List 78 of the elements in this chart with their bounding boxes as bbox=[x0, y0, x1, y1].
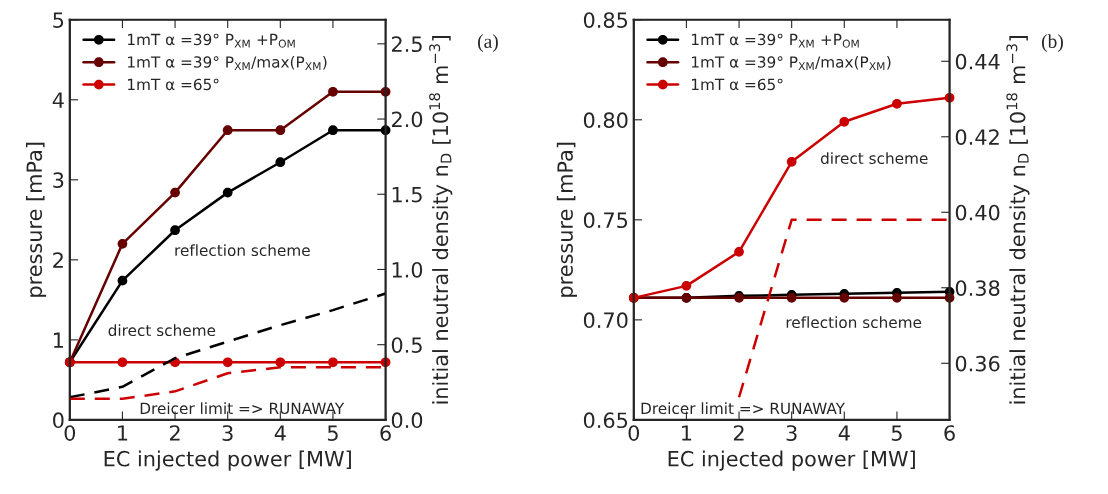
x-tick-label: 0 bbox=[64, 425, 76, 441]
x-tick-label: 5 bbox=[327, 425, 338, 441]
point bbox=[170, 187, 180, 198]
point bbox=[328, 125, 338, 136]
annotation: direct scheme bbox=[820, 152, 928, 165]
y2-tick-label: 0.38 bbox=[955, 280, 1000, 296]
y2-axis-title: initial neutral density n$_{D}$ [10$^{18}$ m$^{−3}$] bbox=[429, 36, 453, 404]
y2-tick-label: 0.36 bbox=[955, 355, 1000, 372]
x-tick-label: 1 bbox=[682, 425, 692, 441]
y2-tick-label: 0.0 bbox=[391, 412, 423, 429]
y2-axis-title: initial neutral density n$_{D}$ [10$^{18}$ m$^{−3}$] bbox=[1006, 36, 1030, 404]
y2-tick-label: 0.42 bbox=[955, 129, 999, 145]
x-tick-label: 4 bbox=[838, 425, 850, 441]
point bbox=[275, 357, 286, 368]
y-tick-label: 3 bbox=[53, 172, 64, 189]
y2-tick-label: 0.40 bbox=[955, 204, 1000, 221]
legend-label: 1mT α =65° bbox=[128, 78, 219, 91]
x-tick-label: 2 bbox=[169, 425, 180, 441]
x-axis-title: EC injected power [MW] bbox=[668, 450, 915, 471]
y-tick-label: 0.75 bbox=[583, 212, 628, 229]
x-tick-label: 0 bbox=[628, 425, 640, 441]
x-tick-label: 6 bbox=[380, 425, 391, 441]
point bbox=[892, 98, 902, 109]
x-tick-label: 3 bbox=[786, 425, 797, 441]
point bbox=[839, 116, 850, 127]
text: (a) bbox=[478, 34, 498, 52]
legend-label: 1mT α =39° P$_{XM}$ +P$_{OM}$ bbox=[691, 33, 859, 48]
point bbox=[734, 246, 744, 257]
y-axis-title: pressure [mPa] bbox=[25, 142, 47, 297]
text: (b) bbox=[1041, 34, 1063, 52]
point bbox=[681, 280, 692, 291]
y-tick-label: 0.85 bbox=[583, 12, 628, 28]
x-tick-label: 2 bbox=[733, 425, 744, 441]
point bbox=[117, 357, 128, 368]
annotation: reflection scheme bbox=[175, 244, 310, 257]
x-axis-title: EC injected power [MW] bbox=[104, 450, 351, 471]
legend-label: 1mT α =39° P$_{XM}$/max(P$_{XM}$) bbox=[691, 55, 891, 71]
point bbox=[328, 357, 338, 368]
y2-tick-label: 0.44 bbox=[955, 53, 1000, 70]
point bbox=[275, 157, 286, 168]
x-tick-label: 6 bbox=[944, 425, 955, 441]
y-tick-label: 0.65 bbox=[583, 412, 628, 429]
legend-label: 1mT α =39° P$_{XM}$ +P$_{OM}$ bbox=[128, 33, 295, 48]
y-tick-label: 5 bbox=[53, 12, 64, 28]
x-tick-label: 5 bbox=[891, 425, 902, 441]
y2-tick-label: 1.0 bbox=[392, 261, 423, 278]
y2-tick-label: 2.0 bbox=[391, 111, 423, 128]
annotation: reflection scheme bbox=[786, 316, 922, 329]
point bbox=[275, 125, 286, 136]
point bbox=[786, 156, 797, 167]
legend-label: 1mT α =39° P$_{XM}$/max(P$_{XM}$) bbox=[128, 55, 327, 71]
y-tick-label: 1 bbox=[53, 332, 64, 348]
point bbox=[222, 187, 233, 198]
point bbox=[222, 357, 233, 368]
x-tick-label: 4 bbox=[274, 425, 286, 441]
y-tick-label: 0 bbox=[53, 412, 64, 429]
y-axis-title: pressure [mPa] bbox=[556, 142, 577, 297]
point bbox=[222, 125, 233, 136]
point bbox=[170, 225, 180, 236]
point bbox=[117, 275, 128, 286]
legend-label: 1mT α =65° bbox=[691, 78, 783, 91]
point bbox=[328, 86, 338, 97]
y2-tick-label: 2.5 bbox=[391, 36, 422, 53]
y2-tick-label: 1.5 bbox=[392, 186, 422, 203]
point bbox=[117, 238, 128, 249]
line-series bbox=[68, 292, 387, 399]
y-tick-label: 2 bbox=[53, 252, 63, 268]
y-tick-label: 0.80 bbox=[583, 112, 628, 129]
y-tick-label: 0.70 bbox=[583, 312, 628, 329]
annotation: Dreicer limit => RUNAWAY bbox=[140, 402, 345, 415]
y2-tick-label: 0.5 bbox=[391, 337, 422, 353]
point bbox=[839, 293, 850, 303]
point bbox=[892, 293, 902, 303]
annotation: Dreicer limit => RUNAWAY bbox=[641, 402, 846, 415]
x-tick-label: 3 bbox=[222, 425, 233, 441]
y-tick-label: 4 bbox=[52, 92, 64, 108]
annotation: direct scheme bbox=[108, 324, 216, 337]
x-tick-label: 1 bbox=[118, 425, 128, 441]
